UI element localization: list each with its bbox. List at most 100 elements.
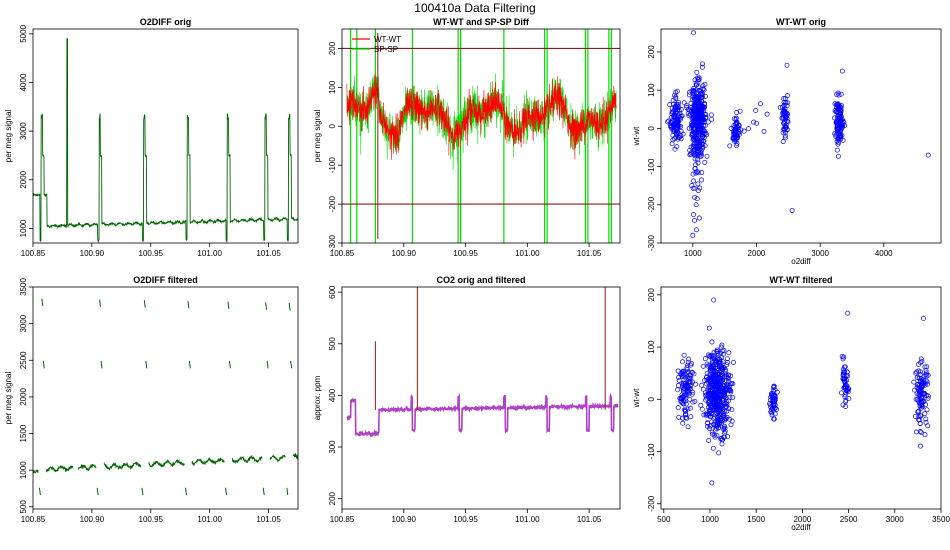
chart-title: WT-WT and SP-SP Diff bbox=[433, 17, 530, 27]
scatter-point bbox=[710, 383, 716, 389]
x-tick-label: 100.85 bbox=[330, 515, 355, 524]
series-segment bbox=[227, 301, 230, 310]
scatter-point bbox=[746, 126, 751, 132]
scatter-point bbox=[674, 144, 680, 150]
series-line-o2diff bbox=[33, 38, 298, 243]
scatter-point bbox=[699, 406, 705, 412]
series-segment bbox=[145, 360, 148, 369]
scatter-point bbox=[693, 123, 699, 129]
x-tick-label: 101.05 bbox=[256, 249, 281, 258]
scatter-point bbox=[694, 169, 700, 175]
y-tick-label: -200 bbox=[647, 495, 656, 512]
scatter-point bbox=[835, 101, 841, 107]
scatter-point bbox=[699, 92, 705, 98]
scatter-point bbox=[922, 380, 928, 386]
scatter-point bbox=[843, 404, 849, 409]
series-segment bbox=[290, 360, 293, 369]
scatter-point bbox=[699, 382, 705, 388]
scatter-point bbox=[712, 357, 718, 363]
scatter-point bbox=[735, 131, 741, 137]
scatter-point bbox=[842, 364, 848, 370]
scatter-point bbox=[687, 405, 693, 411]
y-axis-label: per meg signal bbox=[4, 110, 13, 163]
scatter-point bbox=[834, 147, 840, 153]
outlier-point bbox=[920, 315, 926, 321]
scatter-point bbox=[688, 414, 694, 420]
x-tick-label: 4000 bbox=[875, 249, 893, 258]
scatter-point bbox=[696, 140, 702, 145]
scatter-point bbox=[736, 123, 742, 128]
panel-o2diff-orig: O2DIFF orig 100.85 100.90 100.95 101.00 101.0… bbox=[4, 17, 299, 258]
scatter-point bbox=[676, 414, 682, 420]
scatter-point bbox=[685, 387, 691, 393]
y-tick-label: 0 bbox=[328, 123, 337, 128]
scatter-point bbox=[779, 115, 785, 121]
scatter-point bbox=[737, 108, 743, 114]
scatter-point bbox=[700, 61, 705, 67]
scatter-point bbox=[689, 116, 695, 122]
scatter-point bbox=[685, 384, 691, 390]
outlier-point bbox=[789, 208, 795, 213]
scatter-point bbox=[700, 363, 706, 369]
scatter-point bbox=[761, 129, 767, 134]
scatter-point bbox=[675, 136, 681, 142]
scatter-point bbox=[834, 138, 840, 144]
x-tick-label: 100.95 bbox=[139, 249, 164, 258]
x-tick-label: 100.85 bbox=[330, 249, 355, 258]
scatter-point bbox=[914, 391, 920, 397]
scatter-point bbox=[720, 392, 726, 398]
scatter-point bbox=[670, 98, 676, 103]
scatter-point bbox=[697, 113, 703, 119]
scatter-point bbox=[701, 119, 707, 125]
scatter-point bbox=[751, 119, 757, 125]
scatter-point bbox=[730, 359, 736, 365]
scatter-point bbox=[918, 443, 923, 449]
scatter-point bbox=[705, 385, 711, 391]
x-tick-label: 100.90 bbox=[80, 515, 105, 524]
scatter-point bbox=[721, 434, 727, 440]
x-tick-label: 1500 bbox=[747, 515, 765, 524]
y-tick-label: -300 bbox=[328, 234, 337, 251]
scatter-point bbox=[675, 101, 681, 107]
scatter-point bbox=[782, 123, 788, 129]
scatter-point bbox=[722, 428, 728, 434]
y-tick-label: 600 bbox=[328, 285, 337, 299]
scatter-point bbox=[731, 123, 737, 128]
chart-title: WT-WT orig bbox=[776, 17, 826, 27]
y-tick-label: 3000 bbox=[19, 314, 28, 332]
scatter-point bbox=[720, 366, 726, 372]
scatter-point bbox=[700, 144, 706, 150]
series-segment bbox=[288, 303, 291, 311]
scatter-point bbox=[700, 386, 706, 392]
scatter-point bbox=[707, 414, 713, 420]
x-tick-label: 500 bbox=[657, 515, 671, 524]
scatter-point bbox=[693, 80, 699, 86]
y-tick-label: 200 bbox=[647, 288, 656, 302]
scatter-point bbox=[840, 122, 846, 128]
plot-area bbox=[33, 38, 298, 243]
scatter-point bbox=[680, 131, 686, 137]
scatter-point bbox=[698, 127, 704, 132]
scatter-point bbox=[832, 101, 838, 107]
scatter-point bbox=[693, 202, 699, 208]
chart-title: O2DIFF filtered bbox=[133, 275, 198, 285]
x-tick-label: 2000 bbox=[793, 515, 811, 524]
scatter-point bbox=[722, 401, 727, 407]
scatter-point bbox=[669, 111, 675, 117]
series-segment bbox=[266, 360, 269, 369]
scatter-point bbox=[841, 368, 847, 374]
scatter-point bbox=[683, 415, 689, 421]
scatter-point bbox=[721, 425, 727, 431]
scatter-point bbox=[687, 375, 693, 381]
panel-co2: CO2 orig and filtered 100.85 100.90 100.95 1… bbox=[313, 275, 621, 524]
y-tick-label: -100 bbox=[328, 157, 337, 174]
scatter-point bbox=[703, 392, 709, 398]
y-tick-label: 200 bbox=[647, 45, 656, 59]
scatter-point bbox=[694, 157, 700, 163]
scatter-point bbox=[838, 118, 844, 124]
plot-area bbox=[342, 29, 620, 243]
scatter-point bbox=[710, 406, 716, 412]
scatter-point bbox=[780, 110, 786, 116]
scatter-point bbox=[673, 128, 679, 134]
